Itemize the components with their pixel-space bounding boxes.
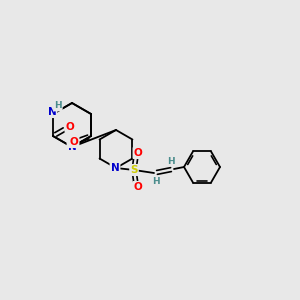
Text: O: O (70, 137, 78, 147)
Text: H: H (167, 157, 175, 166)
Text: O: O (134, 148, 142, 158)
Text: O: O (134, 182, 142, 192)
Text: H: H (152, 176, 160, 185)
Text: N: N (111, 163, 119, 173)
Text: O: O (66, 122, 74, 132)
Text: S: S (130, 165, 138, 175)
Text: N: N (48, 107, 56, 117)
Text: H: H (54, 101, 62, 110)
Text: N: N (68, 142, 76, 152)
